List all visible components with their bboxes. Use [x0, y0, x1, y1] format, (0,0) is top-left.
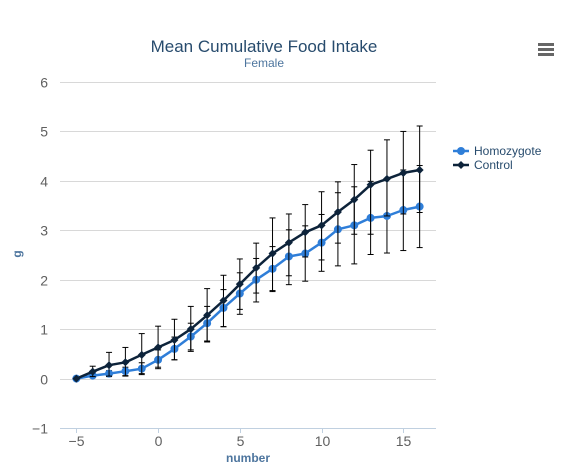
- y-tick-label: −1: [32, 421, 48, 437]
- y-tick-label: 2: [40, 273, 48, 289]
- x-tick-label: 15: [396, 433, 412, 449]
- chart-subtitle: Female: [244, 56, 284, 70]
- data-point[interactable]: [154, 343, 163, 352]
- data-point[interactable]: [284, 238, 293, 247]
- legend-marker: [457, 161, 465, 169]
- data-point[interactable]: [72, 374, 81, 383]
- data-point[interactable]: [317, 221, 326, 230]
- data-point[interactable]: [219, 296, 228, 305]
- x-tick-label: −5: [69, 433, 85, 449]
- data-point[interactable]: [382, 174, 391, 183]
- y-tick-label: 1: [40, 322, 48, 338]
- data-point[interactable]: [268, 249, 277, 258]
- y-tick-label: 3: [40, 223, 48, 239]
- plot-area: [72, 125, 424, 383]
- data-point[interactable]: [121, 358, 130, 367]
- error-bars: [89, 125, 423, 378]
- y-tick-label: 5: [40, 124, 48, 140]
- chart-title: Mean Cumulative Food Intake: [151, 37, 378, 56]
- data-point[interactable]: [366, 180, 375, 189]
- series-line: [75, 168, 420, 380]
- legend-label: Homozygote: [474, 144, 542, 158]
- data-point[interactable]: [333, 207, 342, 216]
- x-axis-title: number: [226, 451, 270, 465]
- legend-label: Control: [474, 158, 513, 172]
- data-point[interactable]: [88, 367, 97, 376]
- data-point[interactable]: [252, 263, 261, 272]
- data-point[interactable]: [235, 280, 244, 289]
- data-point[interactable]: [301, 228, 310, 237]
- grid-lines: [60, 82, 436, 429]
- data-point[interactable]: [399, 168, 408, 177]
- x-tick-label: 0: [155, 433, 163, 449]
- series-control: [72, 125, 424, 383]
- data-point[interactable]: [415, 165, 424, 174]
- data-point[interactable]: [350, 195, 359, 204]
- x-axis-ticks: −5 0 5 10 15: [69, 428, 412, 449]
- data-point[interactable]: [137, 350, 146, 359]
- x-tick-label: 10: [315, 433, 331, 449]
- error-bar: [367, 149, 374, 235]
- y-tick-label: 6: [40, 75, 48, 91]
- data-point[interactable]: [186, 325, 195, 334]
- series-line: [76, 205, 420, 380]
- legend-item-control[interactable]: Control: [453, 158, 513, 172]
- data-point[interactable]: [170, 336, 179, 345]
- data-point[interactable]: [105, 361, 114, 370]
- y-tick-label: 0: [40, 372, 48, 388]
- legend-item-homozygote[interactable]: Homozygote: [453, 144, 542, 158]
- y-axis-title: g: [10, 250, 24, 257]
- legend-marker: [457, 147, 465, 155]
- data-point[interactable]: [203, 311, 212, 320]
- y-axis-ticks: −1 0 1 2 3 4 5 6: [32, 75, 48, 437]
- y-tick-label: 4: [40, 174, 48, 190]
- menu-icon[interactable]: [534, 39, 558, 59]
- x-tick-label: 5: [237, 433, 245, 449]
